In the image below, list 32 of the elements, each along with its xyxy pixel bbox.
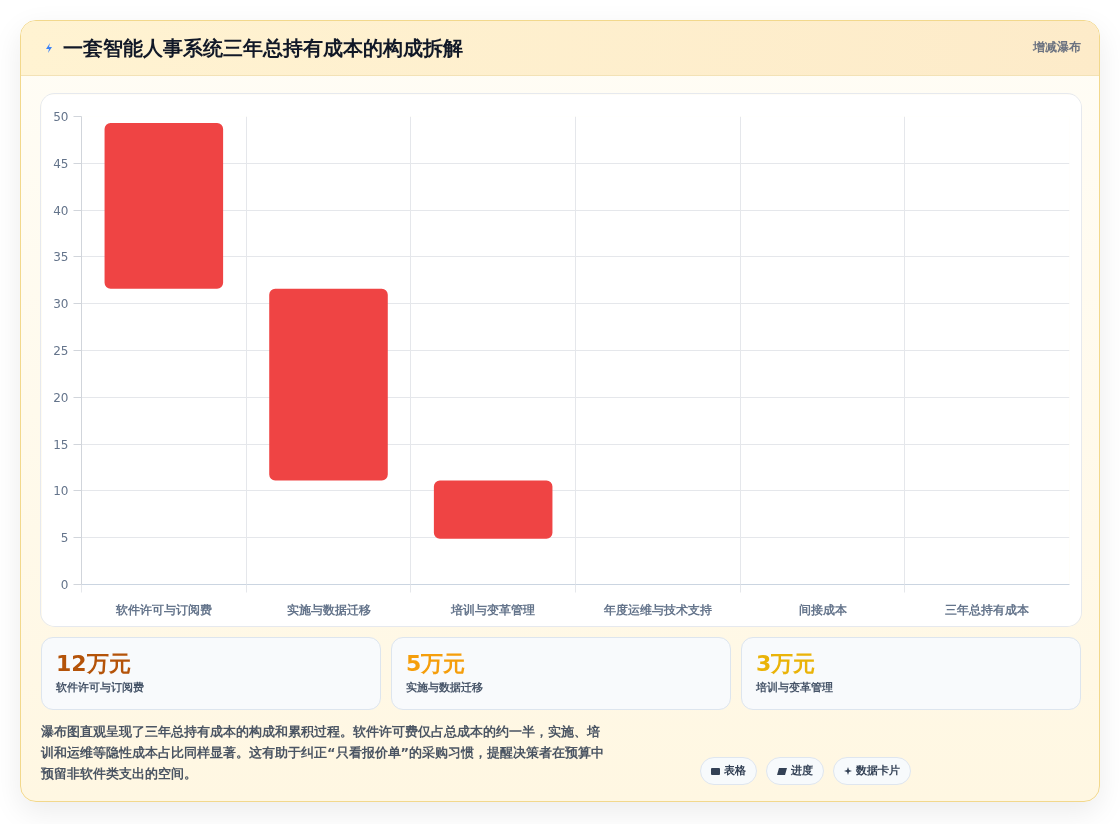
y-tick-label: 20 [53, 390, 69, 405]
x-tick-label: 软件许可与订阅费 [114, 602, 212, 617]
y-tick-label: 50 [53, 110, 69, 124]
text: 数据卡片 [833, 757, 911, 785]
y-tick-label: 10 [53, 484, 69, 499]
text: 12万元 [56, 650, 132, 678]
text: 培训与变革管理 [756, 680, 834, 696]
y-tick-label: 35 [53, 250, 69, 265]
y-tick-label: 25 [53, 344, 69, 358]
bar [433, 480, 553, 539]
text: 瀑布图直观呈现了三年总持有成本的构成和累积过程。软件许可费仅占总成本的约一半，实施、培训和运维等隐性成本占比同样显著。这有助于纠正“只看报价单”的采购习惯，提醒决策者在预算中预留非软件类支出的空间。 [41, 723, 606, 783]
text: 表格 [700, 757, 757, 785]
y-tick-label: 30 [53, 297, 69, 312]
y-tick-label: 5 [60, 531, 69, 546]
chart-title: 一套智能人事系统三年总持有成本的构成拆解 [63, 34, 463, 62]
bar [269, 288, 388, 481]
chart-subtitle: 增减瀑布 [1033, 39, 1081, 57]
y-tick-label: 15 [53, 437, 69, 452]
text: 软件许可与订阅费 [56, 680, 145, 696]
text: 5万元 [406, 650, 467, 678]
x-tick-label: 间接成本 [798, 602, 848, 617]
y-tick-label: 0 [60, 578, 69, 592]
y-tick-label: 40 [53, 203, 69, 218]
text: 3万元 [756, 650, 817, 678]
x-tick-label: 年度运维与技术支持 [602, 602, 712, 617]
text: 进度 [766, 757, 824, 785]
y-tick-label: 45 [53, 156, 69, 171]
x-tick-label: 实施与数据迁移 [286, 602, 371, 617]
bar [104, 123, 224, 289]
text: 实施与数据迁移 [406, 680, 484, 696]
x-tick-label: 三年总持有成本 [945, 602, 1031, 617]
x-tick-label: 培训与变革管理 [450, 602, 536, 617]
